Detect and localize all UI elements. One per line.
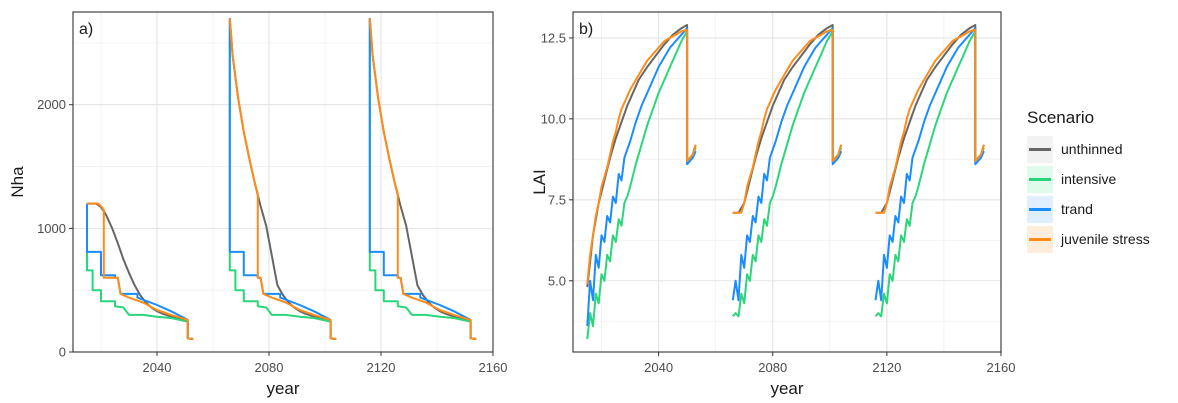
- panel-b-border: [572, 11, 1002, 353]
- panel-a-series-intensive: [368, 18, 477, 340]
- panel-b: b) 2040 2080 2120 2160 5.0 7.5 10.0 12.5 year LAI: [530, 11, 1016, 398]
- legend-item-juvenile-stress: juvenile stress: [1027, 224, 1150, 254]
- panel-a-y-tick-label: 0: [59, 345, 66, 360]
- panel-b-series-trand: [874, 27, 985, 302]
- panel-a-series-juvenile-stress: [228, 18, 337, 340]
- panel-a-series-intensive: [86, 203, 194, 340]
- legend-item-intensive: intensive: [1027, 164, 1150, 194]
- panel-a-label: a): [79, 21, 93, 38]
- panel-b-series-intensive: [732, 30, 843, 318]
- legend-label-trand: trand: [1061, 201, 1093, 217]
- panel-b-y-tick-label: 10.0: [541, 111, 566, 126]
- panel-b-y-axis-label: LAI: [530, 169, 549, 195]
- panel-a-series-juvenile-stress: [368, 18, 477, 340]
- legend-item-trand: trand: [1027, 194, 1150, 224]
- panel-b-x-tick-label: 2120: [872, 360, 901, 375]
- panel-b-x-tick-label: 2040: [644, 360, 673, 375]
- panel-b-series-intensive: [874, 30, 985, 318]
- legend-key-line: [1029, 147, 1051, 151]
- legend-key-trand: [1027, 195, 1053, 223]
- panel-a-x-tick-label: 2080: [255, 360, 284, 375]
- panel-a-y-tick-label: 1000: [37, 221, 66, 236]
- panel-b-series-intensive: [586, 30, 697, 340]
- legend-key-line: [1029, 177, 1051, 181]
- panel-b-x-axis-label: year: [770, 379, 803, 398]
- panel-b-series-trand: [731, 27, 843, 302]
- legend-key-juvenile-stress: [1027, 225, 1053, 253]
- panel-b-x-tick-label: 2160: [987, 360, 1016, 375]
- panel-b-series-juvenile-stress: [732, 28, 843, 214]
- legend-label-unthinned: unthinned: [1061, 141, 1123, 157]
- panel-b-y-tick-label: 7.5: [548, 192, 566, 207]
- panel-a-x-tick-label: 2040: [143, 360, 172, 375]
- panel-b-label: b): [579, 21, 593, 38]
- panel-b-y-tick-label: 12.5: [541, 30, 566, 45]
- legend-key-line: [1029, 237, 1051, 241]
- panel-a-x-axis-label: year: [266, 379, 299, 398]
- panel-b-x-tick-label: 2080: [758, 360, 787, 375]
- panel-b-background: [573, 12, 1001, 352]
- legend-key-unthinned: [1027, 135, 1053, 163]
- legend-title: Scenario: [1027, 108, 1095, 127]
- panel-a-x-tick-label: 2160: [479, 360, 508, 375]
- panel-a-series-intensive: [228, 18, 337, 340]
- panel-a-border: [72, 11, 494, 353]
- legend: Scenario unthinned intensive trand: [1027, 108, 1150, 254]
- panel-a: a) 2040 2080 2120 2160 0 1000 2000 year Nha: [8, 11, 508, 398]
- legend-key-intensive: [1027, 165, 1053, 193]
- panel-b-series-juvenile-stress: [875, 28, 985, 214]
- legend-key-line: [1029, 207, 1051, 211]
- panel-a-x-tick-label: 2120: [367, 360, 396, 375]
- panel-a-y-tick-label: 2000: [37, 97, 66, 112]
- panel-a-y-axis-label: Nha: [8, 166, 27, 198]
- panel-b-series-juvenile-stress: [586, 28, 697, 285]
- panel-a-series-juvenile-stress: [87, 202, 194, 340]
- legend-label-juvenile-stress: juvenile stress: [1061, 231, 1150, 247]
- panel-b-series-trand: [586, 27, 697, 327]
- legend-label-intensive: intensive: [1061, 171, 1117, 187]
- legend-item-unthinned: unthinned: [1027, 134, 1150, 164]
- panel-b-y-tick-label: 5.0: [548, 273, 566, 288]
